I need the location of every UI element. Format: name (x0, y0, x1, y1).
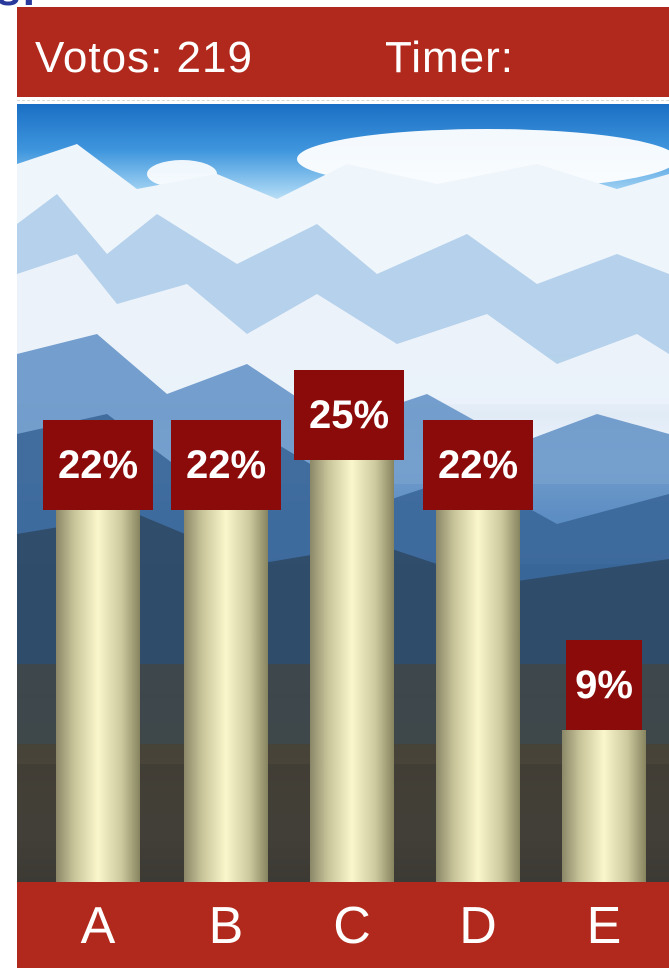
category-band (17, 882, 669, 968)
bar-d (436, 510, 520, 882)
timer-label: Timer: (385, 33, 515, 82)
data-label-d: 22% (423, 420, 533, 511)
category-label-b: B (208, 897, 244, 955)
votes-count: Votos: 219 (35, 33, 253, 82)
data-label-b: 22% (171, 420, 281, 511)
category-label-d: D (459, 897, 497, 955)
bar-e (562, 729, 646, 882)
data-label-c: 25% (294, 369, 404, 460)
header-bar: Votos: 219 Timer: (17, 7, 669, 97)
category-label-a: A (80, 897, 116, 955)
category-label-e: E (586, 897, 622, 955)
divider (17, 100, 669, 101)
bar-b (184, 510, 268, 882)
bar-a (56, 510, 140, 882)
data-label-e: 9% (566, 639, 642, 730)
category-label-c: C (333, 897, 371, 955)
bar-c (310, 459, 394, 882)
data-label-a: 22% (43, 420, 153, 511)
